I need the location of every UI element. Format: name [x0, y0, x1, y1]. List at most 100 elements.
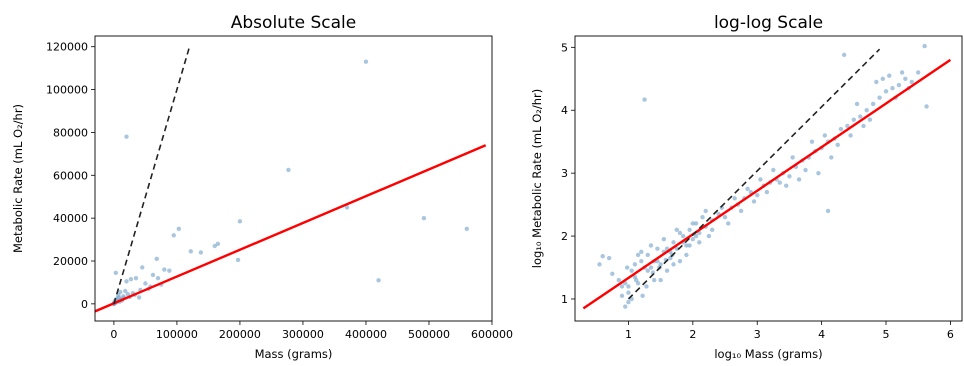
data-point: [861, 123, 866, 129]
data-point: [167, 268, 172, 273]
data-point: [858, 114, 863, 119]
log-log-scale-chart: 1 2 3 4 5 6 1 2 3 4 5 log-log Scale log₁₀ Mass (gram…: [530, 13, 963, 361]
data-point: [916, 70, 921, 75]
y-axis-label: log₁₀ Metabolic Rate (mL O₂/hr): [530, 89, 544, 268]
data-point: [687, 227, 692, 232]
data-point: [899, 70, 905, 75]
data-point: [841, 52, 847, 58]
data-point: [143, 281, 148, 286]
data-point: [286, 167, 291, 173]
data-point: [237, 219, 243, 224]
data-point: [874, 79, 879, 85]
data-point: [376, 278, 381, 283]
data-point: [635, 252, 641, 258]
x-tick-label: 100000: [156, 328, 198, 341]
data-point: [684, 252, 689, 258]
data-point: [639, 259, 644, 264]
x-tick-label: 4: [818, 328, 825, 341]
data-point: [883, 89, 889, 94]
x-tick-label: 600000: [471, 328, 513, 341]
data-point: [870, 101, 876, 107]
data-point: [677, 259, 683, 264]
data-point: [606, 255, 612, 261]
data-point: [648, 265, 654, 270]
data-point: [796, 177, 802, 182]
reference-dashed-line: [113, 46, 191, 305]
data-point: [745, 186, 750, 192]
data-point: [188, 249, 193, 254]
data-point: [880, 76, 885, 81]
data-point: [751, 199, 757, 204]
data-point: [421, 215, 427, 221]
data-point: [864, 108, 869, 113]
data-point: [674, 246, 679, 251]
data-point: [626, 284, 631, 289]
data-point: [758, 177, 763, 182]
data-point: [687, 243, 692, 248]
x-tick-label: 1: [625, 328, 632, 341]
data-point: [150, 272, 156, 278]
data-point: [640, 293, 645, 299]
data-point: [829, 155, 834, 160]
y-tick-label: 120000: [46, 41, 88, 54]
data-point: [128, 277, 134, 282]
data-point: [671, 262, 676, 267]
data-point: [809, 139, 815, 144]
x-tick-label: 3: [754, 328, 761, 341]
x-tick-label: 400000: [345, 328, 387, 341]
data-point: [664, 268, 670, 273]
reference-dashed-line: [627, 48, 881, 300]
data-point: [697, 240, 702, 245]
chart-title: Absolute Scale: [231, 13, 356, 33]
data-point: [124, 279, 129, 284]
data-point: [706, 233, 712, 239]
x-tick-label: 6: [947, 328, 954, 341]
x-axis-label: log₁₀ Mass (grams): [714, 347, 822, 361]
data-point: [648, 243, 654, 248]
data-point: [909, 79, 914, 85]
fit-lines: [582, 48, 952, 310]
data-point: [155, 275, 161, 281]
data-point: [235, 257, 241, 263]
y-tick-label: 100000: [46, 84, 88, 97]
data-point: [854, 101, 860, 107]
y-tick-label: 4: [561, 104, 568, 117]
data-point: [693, 233, 699, 239]
data-point: [635, 281, 641, 286]
x-tick-label: 200000: [219, 328, 261, 341]
data-point: [677, 230, 683, 236]
data-point: [626, 299, 631, 305]
data-point: [680, 233, 686, 239]
data-point: [825, 208, 831, 214]
data-point: [623, 304, 628, 309]
data-point: [851, 117, 857, 122]
data-point: [693, 221, 699, 226]
data-point: [867, 117, 873, 122]
data-point: [661, 237, 667, 242]
data-point: [597, 262, 602, 267]
y-axis-label: Metabolic Rate (mL O₂/hr): [11, 104, 25, 253]
data-point: [344, 205, 350, 210]
data-point: [755, 192, 760, 198]
y-tick-label: 3: [561, 167, 568, 180]
data-point: [652, 277, 657, 283]
x-tick-label: 300000: [282, 328, 324, 341]
data-point: [922, 43, 927, 49]
data-point: [764, 189, 770, 195]
data-point: [118, 289, 123, 295]
y-tick-label: 60000: [53, 169, 88, 182]
regression-line: [582, 58, 952, 310]
data-point: [644, 284, 649, 289]
data-point: [124, 134, 129, 139]
data-point: [133, 275, 139, 281]
data-point: [215, 241, 221, 247]
data-point: [658, 277, 663, 283]
data-point: [703, 208, 708, 214]
data-point: [645, 252, 650, 258]
data-point: [176, 226, 182, 232]
data-point: [642, 97, 647, 102]
data-point: [732, 196, 737, 201]
data-point: [674, 227, 679, 232]
data-point: [632, 262, 638, 267]
